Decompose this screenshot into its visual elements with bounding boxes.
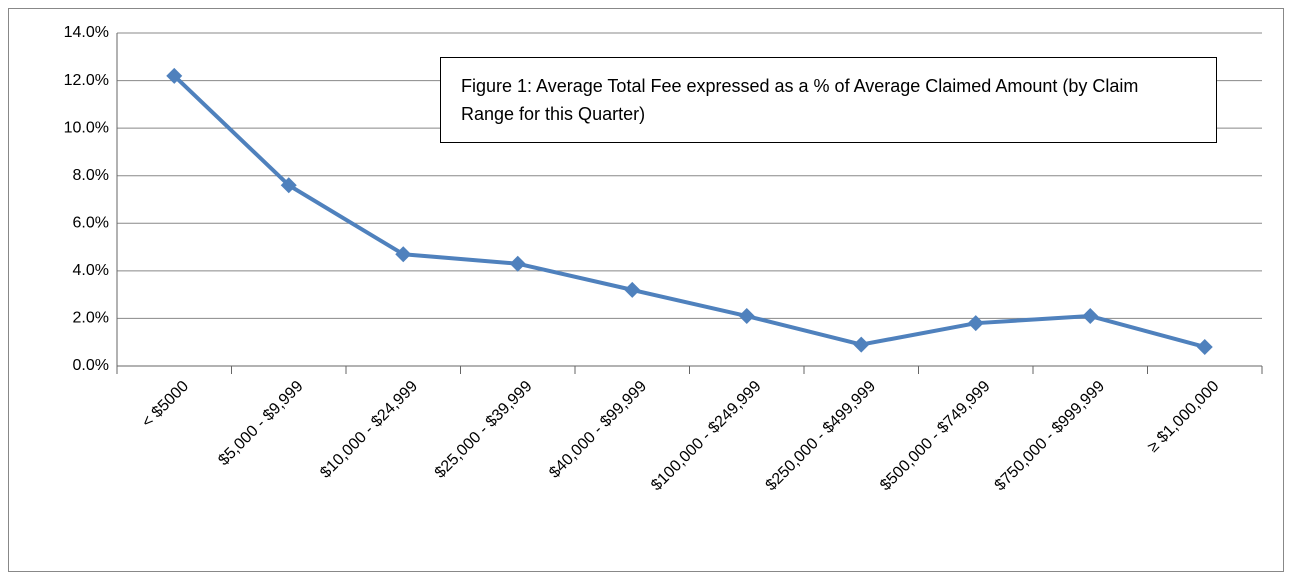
- y-tick-label: 12.0%: [64, 72, 109, 89]
- data-point: [853, 336, 870, 353]
- y-tick-label: 8.0%: [73, 167, 109, 184]
- data-point: [166, 67, 183, 84]
- y-tick-label: 0.0%: [73, 357, 109, 374]
- data-point: [624, 281, 641, 298]
- y-tick-label: 14.0%: [64, 24, 109, 41]
- series-line: [172, 74, 1206, 349]
- data-point: [738, 308, 755, 325]
- data-point: [967, 315, 984, 332]
- y-tick-label: 6.0%: [73, 215, 109, 232]
- data-point: [509, 255, 526, 272]
- data-point: [280, 177, 297, 194]
- data-point: [1082, 308, 1099, 325]
- y-tick-label: 2.0%: [73, 310, 109, 327]
- y-tick-label: 10.0%: [64, 119, 109, 136]
- data-point: [395, 246, 412, 263]
- chart-title: Figure 1: Average Total Fee expressed as…: [440, 57, 1217, 143]
- data-point: [1196, 338, 1213, 355]
- y-tick-label: 4.0%: [73, 262, 109, 279]
